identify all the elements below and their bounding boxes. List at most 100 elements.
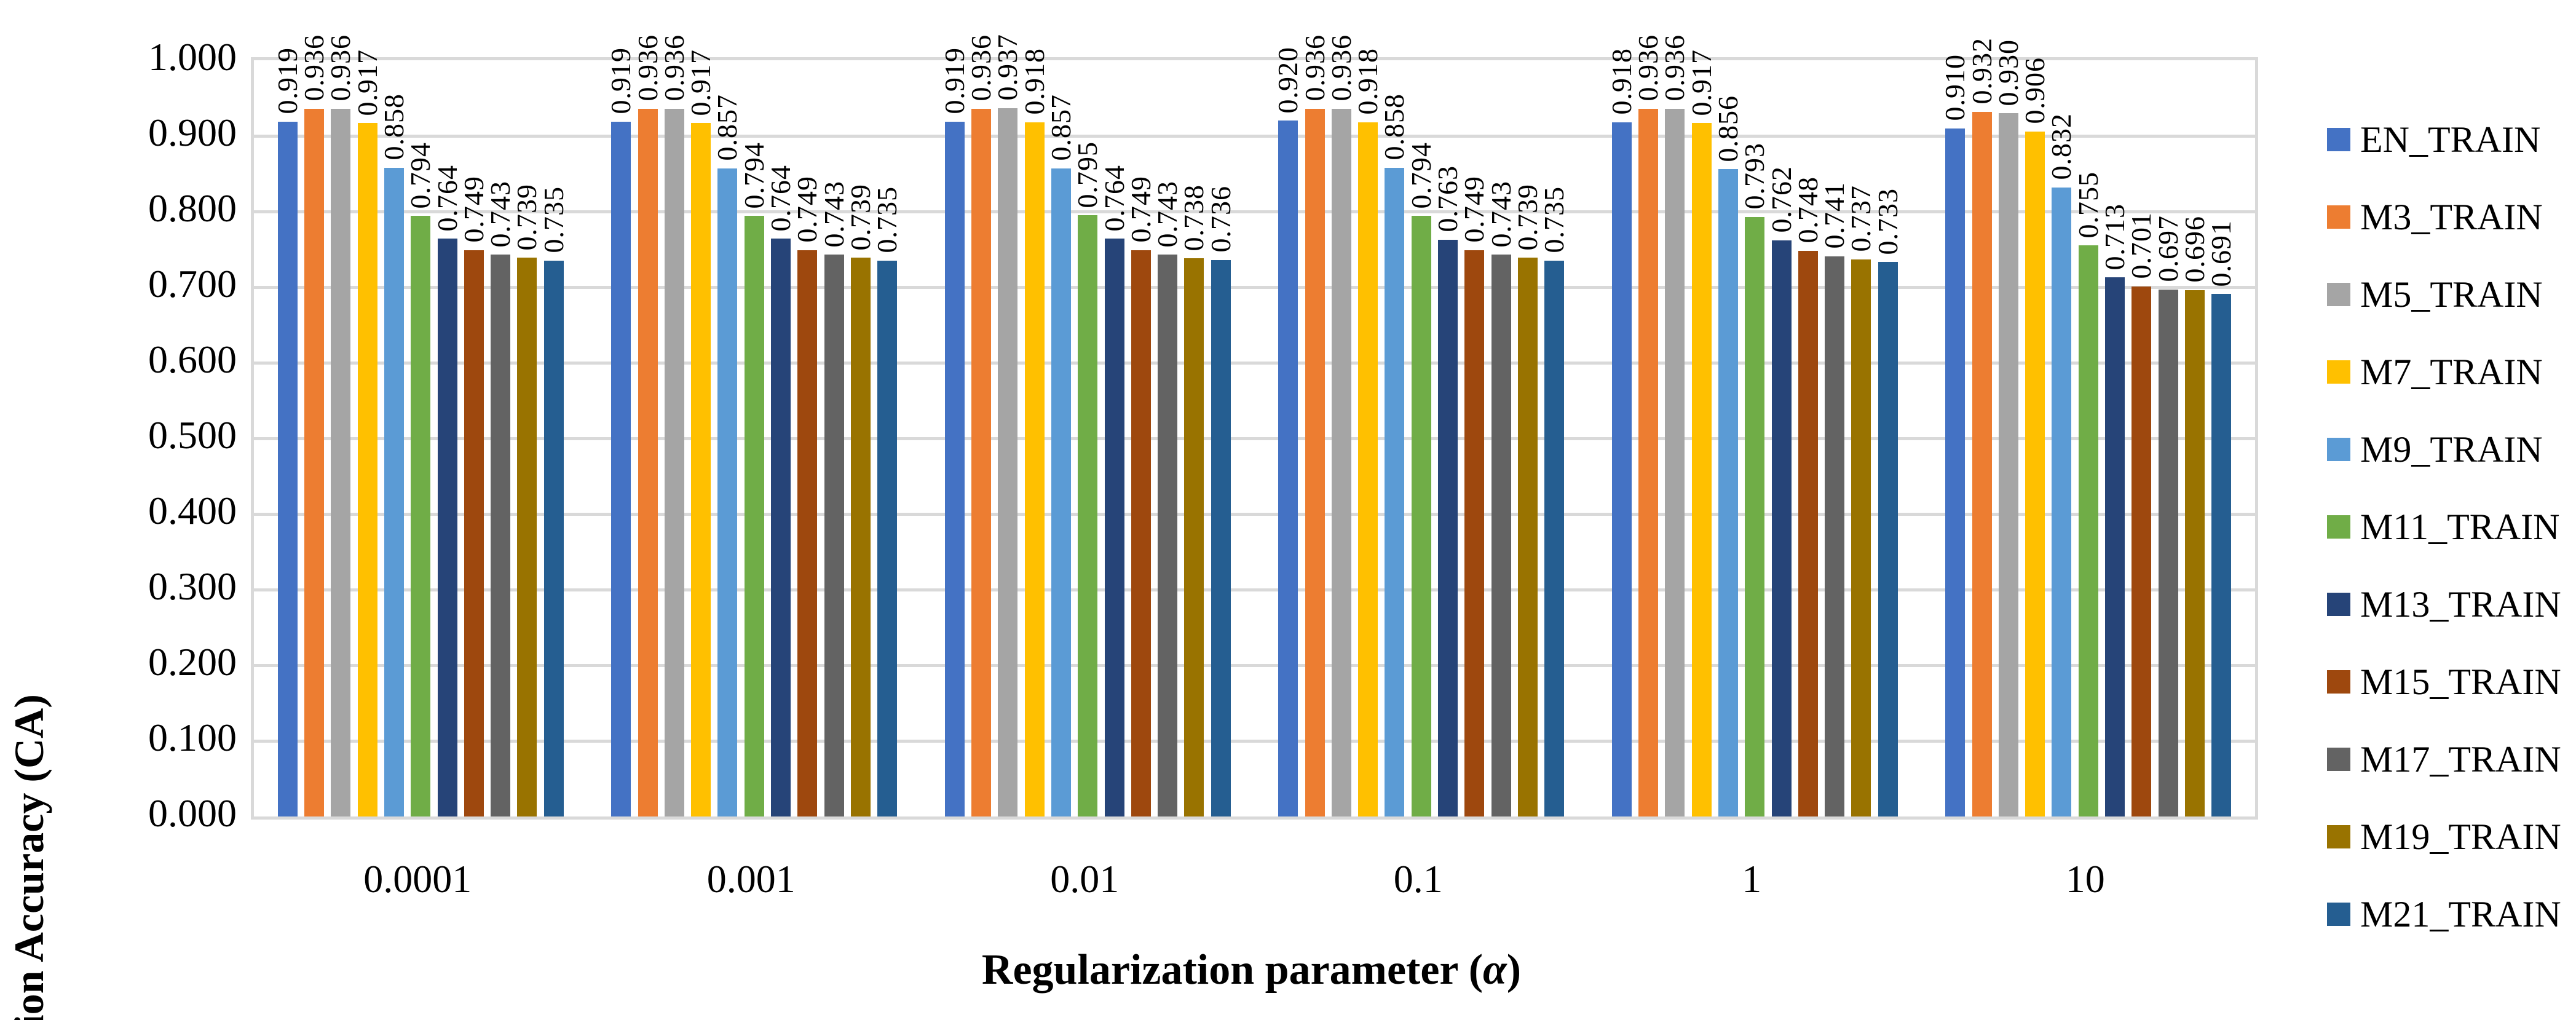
bar-value-label: 0.739 [511,183,543,251]
legend-label: M19_TRAIN [2360,816,2561,857]
legend-item-M11_TRAIN: M11_TRAIN [2327,488,2559,566]
bar-M7_TRAIN-0.001 [691,123,711,816]
bar-value-label: 0.691 [2205,219,2237,287]
bar-M17_TRAIN-1 [1825,256,1845,816]
bar-M3_TRAIN-0.1 [1305,108,1325,816]
gridline [254,512,2255,516]
bar-M15_TRAIN-10 [2132,286,2152,816]
gridline [254,210,2255,213]
bar-value-label: 0.748 [1792,176,1823,243]
legend-item-M21_TRAIN: M21_TRAIN [2327,876,2561,953]
legend-label: M9_TRAIN [2360,429,2543,470]
bar-M17_TRAIN-10 [2158,289,2178,816]
legend-item-M13_TRAIN: M13_TRAIN [2327,566,2561,643]
bar-M15_TRAIN-0.001 [797,250,818,816]
bar-EN_TRAIN-0.01 [944,121,965,816]
bar-value-label: 0.858 [1378,93,1410,160]
legend-label: M3_TRAIN [2360,196,2543,237]
bar-value-label: 0.755 [2072,171,2104,239]
gridline [254,437,2255,440]
bar-value-label: 0.733 [1871,188,1903,255]
bar-value-label: 0.749 [457,176,489,243]
bar-value-label: 0.794 [1405,141,1437,209]
legend-swatch-icon [2327,903,2350,926]
legend-item-M3_TRAIN: M3_TRAIN [2327,178,2543,256]
y-tick-label: 0.200 [148,640,237,684]
y-tick-label: 0.400 [148,489,237,532]
y-tick-label: 0.700 [148,262,237,306]
bar-M9_TRAIN-0.001 [717,168,738,816]
bar-M11_TRAIN-1 [1745,216,1765,816]
bar-value-label: 0.920 [1272,46,1304,114]
bar-M9_TRAIN-10 [2052,187,2072,816]
bar-value-label: 0.736 [1204,186,1236,253]
bar-value-label: 0.936 [1325,34,1357,101]
legend-swatch-icon [2327,825,2350,848]
legend-label: M13_TRAIN [2360,583,2561,625]
bar-M3_TRAIN-0.01 [971,108,992,816]
y-tick-label: 0.100 [148,716,237,759]
bar-value-label: 0.919 [605,47,637,114]
x-tick-label: 0.01 [1050,857,1120,901]
bar-M21_TRAIN-0.0001 [543,260,564,816]
bar-M3_TRAIN-1 [1638,108,1659,816]
bar-M19_TRAIN-10 [2184,290,2205,816]
y-tick-label: 0.500 [148,413,237,457]
plot-area: 0.919 0.919 0.919 0.920 0.918 0.910 0.936 0.936… [251,34,2258,820]
legend-label: M15_TRAIN [2360,661,2561,702]
bar-M19_TRAIN-0.0001 [517,258,537,816]
gridline [254,588,2255,591]
x-axis-title-prefix: Regularization parameter ( [981,946,1484,994]
bar-M9_TRAIN-0.1 [1385,167,1405,816]
legend-item-M15_TRAIN: M15_TRAIN [2327,643,2561,721]
bar-M5_TRAIN-0.0001 [331,108,351,816]
legend-label: M5_TRAIN [2360,274,2543,315]
bar-value-label: 0.764 [1098,164,1130,232]
bar-value-label: 0.936 [631,34,663,101]
bar-value-label: 0.936 [1298,34,1330,101]
bar-M9_TRAIN-0.0001 [384,167,404,816]
bar-value-label: 0.794 [738,141,770,209]
legend-swatch-icon [2327,360,2350,384]
bar-value-label: 0.794 [405,141,437,209]
bar-M21_TRAIN-1 [1878,262,1898,816]
x-tick-label: 0.1 [1393,857,1443,901]
bar-M11_TRAIN-10 [2078,245,2098,816]
bar-M21_TRAIN-10 [2211,294,2232,816]
gridline [254,739,2255,743]
bar-value-label: 0.832 [2045,113,2077,180]
legend-swatch-icon [2327,670,2350,694]
bar-value-label: 0.936 [325,34,357,101]
bar-M5_TRAIN-10 [1998,113,2018,816]
bar-M15_TRAIN-0.1 [1464,250,1485,816]
gridline [254,285,2255,289]
bar-M21_TRAIN-0.01 [1211,259,1231,816]
legend-swatch-icon [2327,283,2350,306]
bar-M17_TRAIN-0.01 [1158,255,1178,816]
y-tick-label: 0.600 [148,338,237,381]
x-axis-title: Regularization parameter (α) [251,939,2252,1001]
bar-value-label: 0.749 [1124,176,1156,243]
bar-M15_TRAIN-0.01 [1131,250,1151,816]
bar-M13_TRAIN-0.001 [771,239,791,816]
legend-item-M19_TRAIN: M19_TRAIN [2327,798,2561,876]
bar-value-label: 0.910 [1939,54,1971,121]
bar-value-label: 0.918 [1018,48,1050,115]
bar-M7_TRAIN-0.1 [1358,122,1378,816]
bar-M17_TRAIN-0.0001 [491,255,511,816]
legend-swatch-icon [2327,438,2350,461]
bar-value-label: 0.857 [711,94,743,161]
bar-value-label: 0.749 [791,176,823,243]
bar-value-label: 0.917 [351,49,383,116]
bar-M15_TRAIN-0.0001 [464,250,484,816]
bar-value-label: 0.735 [537,186,569,253]
bar-M17_TRAIN-0.1 [1491,255,1511,816]
bar-value-label: 0.735 [1538,186,1570,253]
bar-EN_TRAIN-0.1 [1278,121,1298,816]
bar-M3_TRAIN-10 [1972,111,1992,816]
gridline [254,361,2255,365]
legend-item-EN_TRAIN: EN_TRAIN [2327,101,2540,178]
bar-value-label: 0.793 [1739,143,1771,210]
y-tick-label: 0.900 [148,111,237,154]
